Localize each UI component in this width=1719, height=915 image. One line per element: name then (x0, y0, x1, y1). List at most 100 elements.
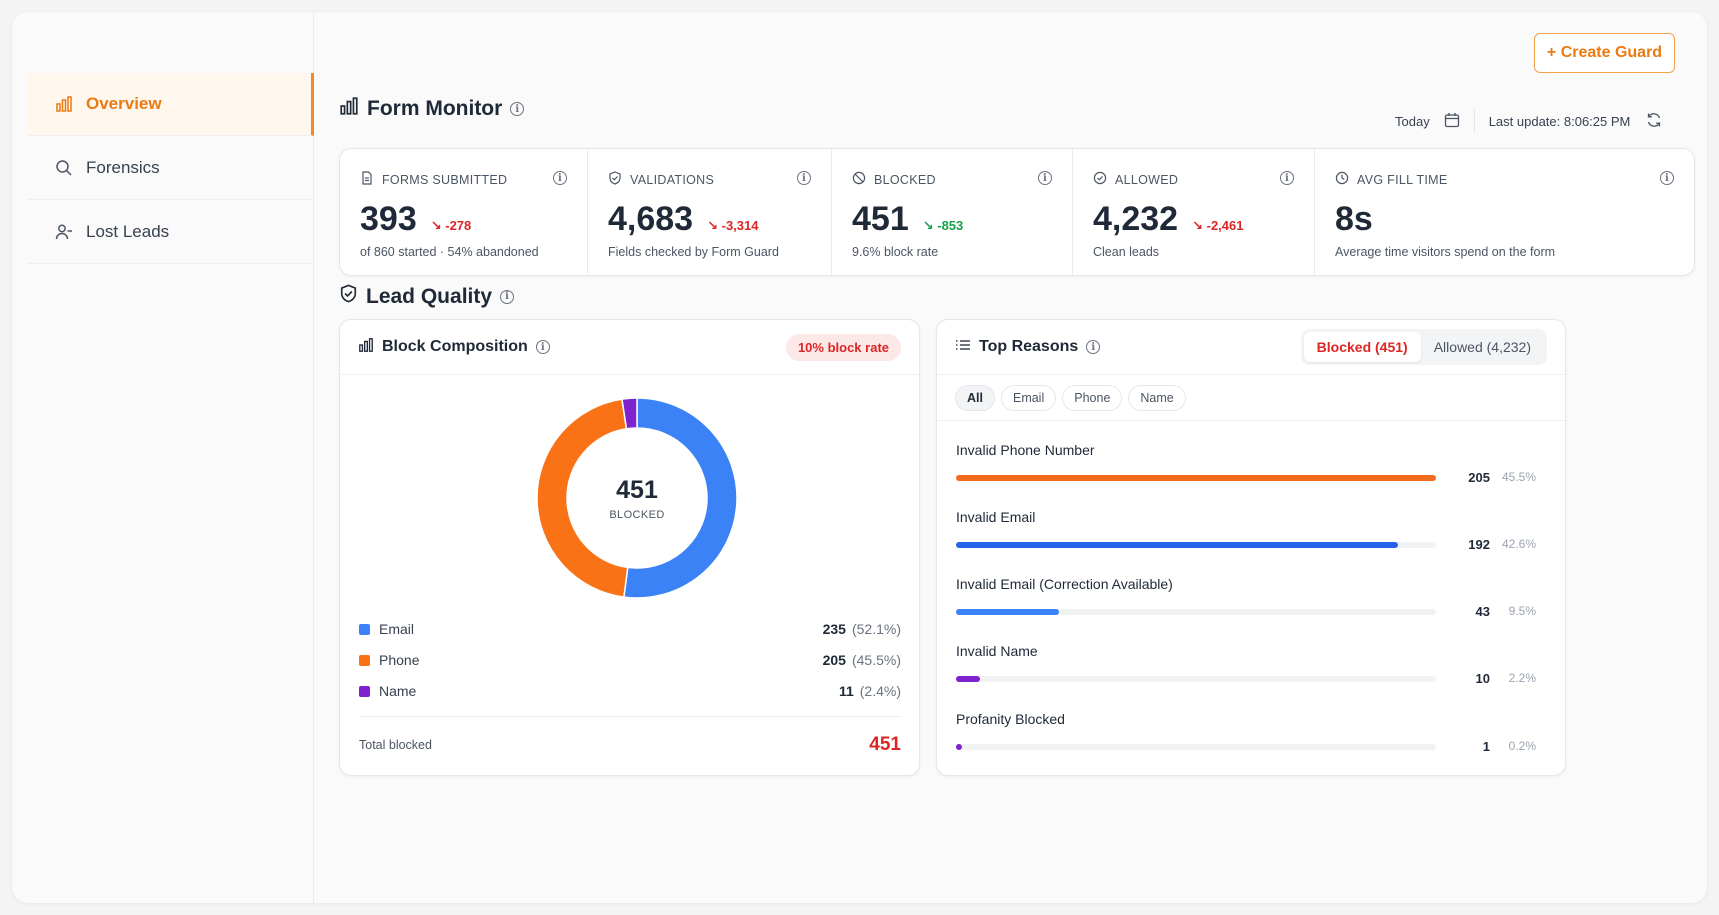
reason-label: Profanity Blocked (956, 711, 1065, 727)
reason-row: Invalid Name 10 2.2% (956, 643, 1540, 703)
info-icon[interactable]: i (1086, 340, 1101, 354)
shield-check-icon (339, 284, 358, 309)
filter-chip-phone[interactable]: Phone (1062, 384, 1123, 411)
reason-bar-track (956, 542, 1436, 548)
bar-chart-icon (54, 94, 74, 114)
clock-icon (1335, 171, 1349, 188)
kpi-value: 451 (852, 200, 909, 238)
reason-bar-track (956, 744, 1436, 750)
panel-title: Top Reasons (979, 338, 1079, 355)
info-icon[interactable]: i (553, 171, 567, 185)
legend-swatch (359, 623, 370, 635)
legend-value: 235 (822, 621, 846, 637)
bar-chart-icon (339, 96, 359, 122)
reason-count: 1 (1482, 739, 1490, 754)
filter-chip-name[interactable]: Name (1128, 384, 1186, 411)
kpi-value: 4,232 (1093, 200, 1179, 238)
legend-row-phone: Phone 205 (45.5%) (359, 649, 901, 671)
tab-blocked[interactable]: Blocked (451) (1303, 332, 1421, 362)
reason-count: 205 (1468, 470, 1490, 485)
reason-pct: 45.5% (1501, 470, 1536, 484)
kpi-subtext: 9.6% block rate (852, 245, 939, 259)
legend-label: Phone (379, 652, 420, 668)
calendar-icon[interactable] (1444, 112, 1460, 131)
kpi-label: AVG FILL TIME (1357, 172, 1448, 187)
reason-bar-track (956, 475, 1436, 481)
reason-row: Invalid Phone Number 205 45.5% (956, 442, 1540, 502)
info-icon[interactable]: i (797, 171, 811, 185)
donut-center-label: BLOCKED (609, 508, 665, 521)
top-reasons-panel: Top Reasons i Blocked (451) Allowed (4,2… (936, 319, 1566, 776)
info-icon[interactable]: i (500, 289, 515, 304)
sidebar-item-lost-leads[interactable]: Lost Leads (28, 201, 314, 264)
reason-bar-track (956, 609, 1436, 615)
kpi-label: ALLOWED (1115, 172, 1179, 187)
reason-bar (956, 609, 1060, 615)
section-title-lead-quality: Lead Quality i (339, 284, 515, 309)
legend-value: 205 (822, 652, 846, 668)
reason-pct: 0.2% (1508, 739, 1536, 753)
document-icon (360, 171, 374, 188)
info-icon[interactable]: i (1038, 171, 1052, 185)
kpi-subtext: of 860 started · 54% abandoned (360, 245, 539, 259)
sidebar-item-label: Forensics (86, 158, 160, 177)
info-icon[interactable]: i (510, 102, 525, 116)
kpi-subtext: Clean leads (1093, 245, 1160, 259)
create-guard-button[interactable]: + Create Guard (1534, 33, 1675, 73)
donut-center-value: 451 (616, 475, 658, 504)
kpi-subtext: Average time visitors spend on the form (1335, 245, 1556, 259)
tab-allowed[interactable]: Allowed (4,232) (1433, 339, 1531, 355)
reason-count: 10 (1475, 671, 1490, 686)
reason-bar (956, 676, 980, 682)
header-controls: Today Last update: 8:06:25 PM (1395, 108, 1662, 134)
refresh-icon[interactable] (1646, 112, 1662, 131)
kpi-label: BLOCKED (874, 172, 936, 187)
filter-chip-all[interactable]: All (955, 384, 995, 411)
legend-value: 11 (838, 683, 854, 699)
block-composition-panel: Block Composition i 10% block rate 451 B… (339, 319, 920, 776)
filter-chip-email[interactable]: Email (1000, 384, 1057, 411)
legend-label: Email (379, 621, 415, 637)
page-title: Form Monitor i (339, 96, 525, 122)
kpi-delta: ↘ -2,461 (1192, 218, 1244, 233)
kpi-forms-submitted: FORMS SUBMITTED i 393 ↘ -278 of 860 star… (340, 149, 588, 275)
legend-pct: (2.4%) (859, 683, 901, 699)
blocked-allowed-toggle: Blocked (451) Allowed (4,232) (1300, 329, 1547, 365)
bar-chart-icon (358, 337, 374, 358)
block-icon (852, 171, 866, 188)
donut-segment-email[interactable] (623, 397, 738, 599)
legend-pct: (52.1%) (851, 621, 901, 637)
reason-count: 192 (1468, 537, 1490, 552)
kpi-delta: ↘ -278 (430, 218, 472, 233)
user-minus-icon (54, 222, 74, 242)
kpi-allowed: ALLOWED i 4,232 ↘ -2,461 Clean leads (1073, 149, 1315, 275)
reason-row: Profanity Blocked 1 0.2% (956, 711, 1540, 771)
legend-row-email: Email 235 (52.1%) (359, 618, 901, 640)
reason-pct: 2.2% (1508, 671, 1536, 685)
reason-label: Invalid Email (Correction Available) (956, 576, 1173, 592)
donut-segment-phone[interactable] (536, 398, 629, 598)
check-circle-icon (1093, 171, 1107, 188)
reason-label: Invalid Name (956, 643, 1038, 659)
reason-count: 43 (1475, 604, 1490, 619)
donut-segment-name[interactable] (621, 397, 638, 430)
panel-title: Block Composition (382, 338, 528, 355)
reason-row: Invalid Email 192 42.6% (956, 509, 1540, 569)
info-icon[interactable]: i (1280, 171, 1294, 185)
info-icon[interactable]: i (535, 340, 550, 354)
info-icon[interactable]: i (1660, 171, 1674, 185)
section-title-text: Lead Quality (366, 284, 493, 308)
sidebar-item-label: Lost Leads (86, 222, 170, 241)
reason-label: Invalid Phone Number (956, 442, 1095, 458)
shield-check-icon (608, 171, 622, 188)
kpi-value: 4,683 (608, 200, 694, 238)
reason-label: Invalid Email (956, 509, 1036, 525)
date-range-label: Today (1395, 113, 1430, 129)
kpi-row: FORMS SUBMITTED i 393 ↘ -278 of 860 star… (339, 148, 1695, 276)
sidebar-item-overview[interactable]: Overview (28, 73, 314, 136)
donut-chart: 451 BLOCKED (536, 397, 738, 599)
kpi-delta: ↘ -3,314 (707, 218, 759, 233)
sidebar-item-forensics[interactable]: Forensics (28, 137, 314, 200)
total-blocked-row: Total blocked 451 (359, 716, 901, 772)
app-window: Overview Forensics Lost Leads + Create G… (12, 12, 1707, 903)
